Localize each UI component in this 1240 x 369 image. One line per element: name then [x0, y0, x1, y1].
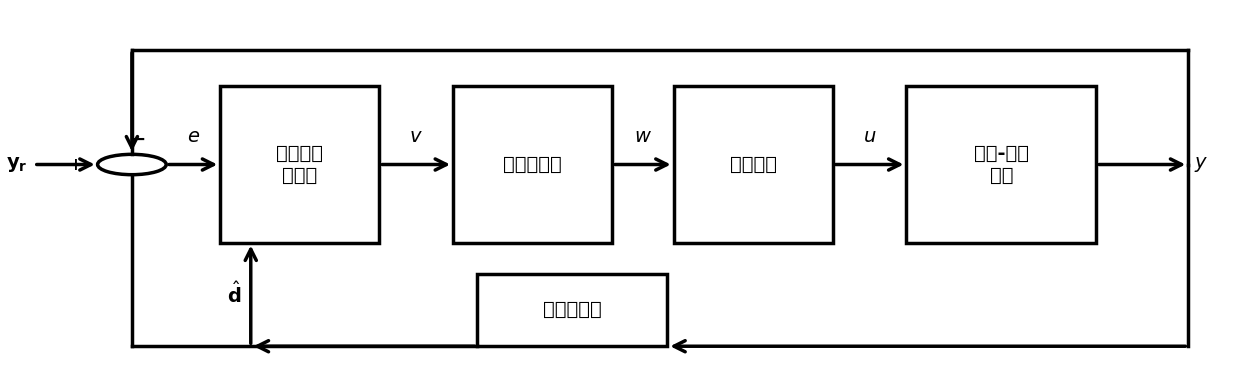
- Bar: [221, 86, 379, 243]
- Text: 输入变换: 输入变换: [729, 155, 776, 174]
- Text: $\mathbf{y_r}$: $\mathbf{y_r}$: [6, 155, 27, 174]
- Text: +: +: [68, 155, 83, 173]
- Bar: [477, 273, 667, 346]
- Circle shape: [98, 154, 166, 175]
- Bar: [906, 86, 1096, 243]
- Text: −: −: [130, 130, 146, 149]
- Text: $\mathbf{\it{v}}$: $\mathbf{\it{v}}$: [409, 127, 423, 146]
- Bar: [673, 86, 833, 243]
- Text: $\mathbf{\it{e}}$: $\mathbf{\it{e}}$: [186, 127, 200, 146]
- Text: $\hat{\mathbf{d}}$: $\hat{\mathbf{d}}$: [227, 282, 241, 307]
- Text: 全局滑模
控制器: 全局滑模 控制器: [277, 144, 324, 185]
- Text: 反馈线性化: 反馈线性化: [503, 155, 562, 174]
- Bar: [453, 86, 613, 243]
- Text: $\mathbf{\it{u}}$: $\mathbf{\it{u}}$: [863, 127, 877, 146]
- Text: 锅炉-汽机
系统: 锅炉-汽机 系统: [973, 144, 1029, 185]
- Text: 增广观测器: 增广观测器: [543, 300, 601, 320]
- Text: $\mathbf{\it{w}}$: $\mathbf{\it{w}}$: [634, 127, 652, 146]
- Text: $\mathbf{\it{y}}$: $\mathbf{\it{y}}$: [1194, 155, 1209, 174]
